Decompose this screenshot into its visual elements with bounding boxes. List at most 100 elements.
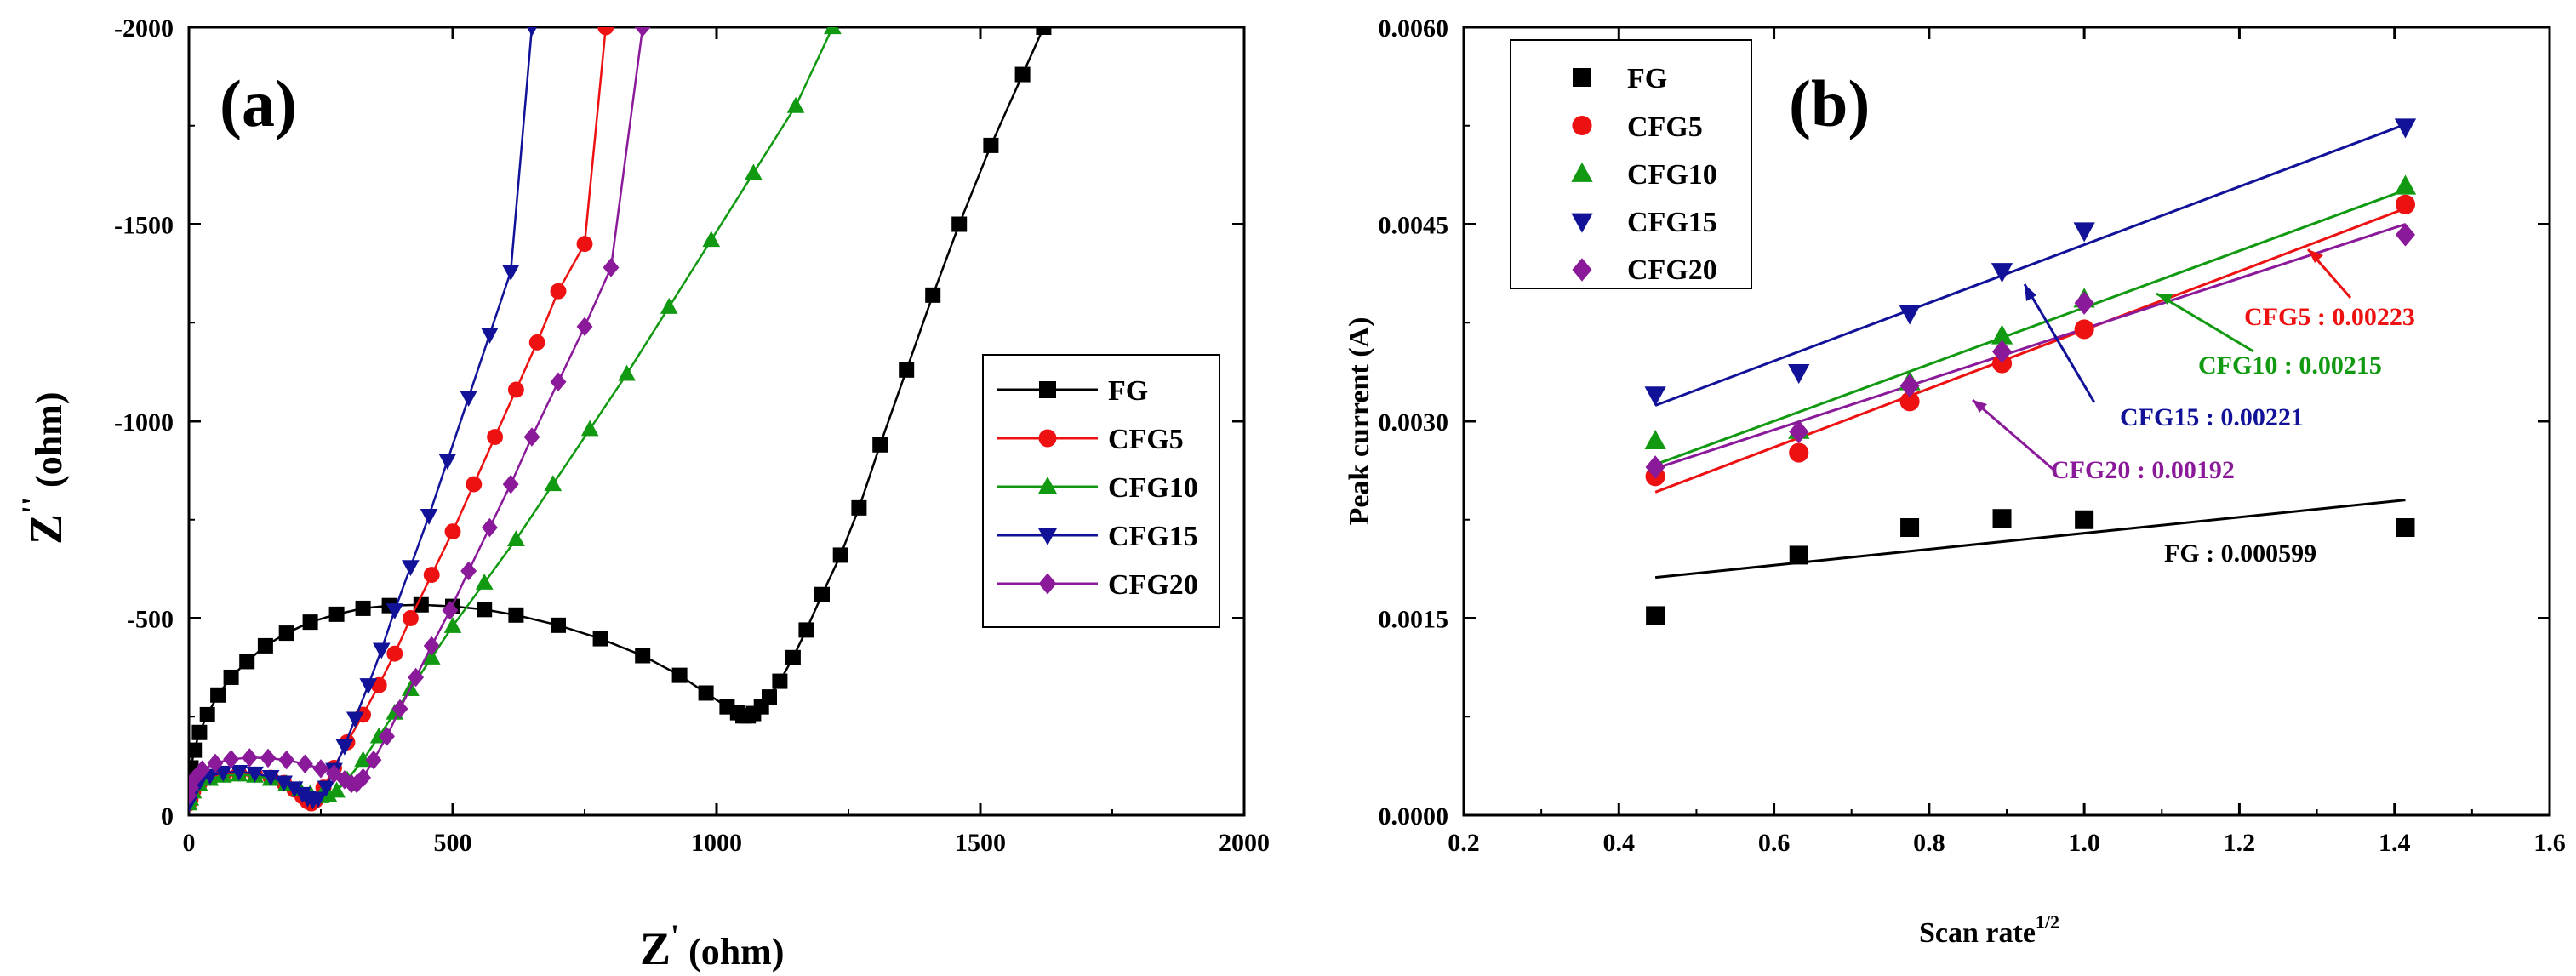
nyquist-point-cfg5 xyxy=(487,429,504,445)
peak-current-legend-marker-cfg15 xyxy=(1571,213,1593,233)
nyquist-point-cfg20 xyxy=(481,517,498,538)
peak-current-point-cfg20 xyxy=(1899,374,1920,398)
peak-current-y-tick-label: 0.0060 xyxy=(1379,14,1449,43)
nyquist-x-tick-label: 1000 xyxy=(691,829,742,857)
peak-current-y-axis-title: Peak current (A) xyxy=(1344,317,1375,526)
peak-current-point-cfg15 xyxy=(1788,363,1810,385)
slope-label-cfg10: CFG10 : 0.00215 xyxy=(2198,351,2382,380)
nyquist-point-fg xyxy=(983,137,999,153)
nyquist-point-cfg10 xyxy=(618,364,636,381)
peak-current-point-cfg10 xyxy=(1644,429,1666,450)
peak-current-x-axis-title: Scan rate1/2 xyxy=(1919,911,2059,949)
peak-current-legend-label-cfg5: CFG5 xyxy=(1627,111,1703,143)
peak-current-point-fg xyxy=(1789,545,1808,565)
nyquist-point-fg xyxy=(925,287,941,303)
nyquist-point-cfg15 xyxy=(309,791,328,808)
nyquist-legend-entries xyxy=(997,381,1098,595)
peak-current-x-tick-label: 0.2 xyxy=(1448,829,1480,857)
nyquist-point-fg xyxy=(328,606,345,622)
nyquist-point-cfg15 xyxy=(335,739,354,756)
nyquist-y-tick-label: -2000 xyxy=(114,14,174,43)
nyquist-y-tick-label: -500 xyxy=(127,606,174,634)
peak-current-point-fg xyxy=(2075,510,2094,529)
nyquist-point-cfg20 xyxy=(223,750,240,769)
peak-current-y-tick-label: 0.0015 xyxy=(1379,606,1449,634)
nyquist-point-cfg15 xyxy=(346,711,364,728)
nyquist-point-cfg10 xyxy=(319,786,338,802)
peak-current-point-cfg20 xyxy=(1789,420,1809,444)
peak-current-legend-entries xyxy=(1571,68,1593,282)
peak-current-point-cfg20 xyxy=(2395,223,2416,247)
nyquist-point-cfg10 xyxy=(443,616,462,633)
peak-current-y-tick-label: 0.0045 xyxy=(1379,212,1449,240)
nyquist-point-cfg5 xyxy=(466,476,483,493)
nyquist-series xyxy=(189,27,1052,813)
peak-current-fit-lines xyxy=(1654,123,2407,579)
nyquist-x-axis-unit: (ohm) xyxy=(679,931,784,973)
slope-arrowhead-cfg20 xyxy=(1973,400,1987,413)
nyquist-panel-label: (a) xyxy=(220,66,297,140)
nyquist-legend-marker-cfg20 xyxy=(1038,573,1057,595)
nyquist-point-fg xyxy=(951,216,968,232)
nyquist-point-cfg15 xyxy=(372,642,391,659)
nyquist-point-cfg20 xyxy=(278,750,295,770)
nyquist-point-cfg20 xyxy=(523,427,540,447)
nyquist-x-tick-label: 0 xyxy=(183,829,196,857)
peak-current-point-fg xyxy=(1900,518,1920,538)
nyquist-legend-label-cfg10: CFG10 xyxy=(1108,472,1198,504)
nyquist-point-cfg15 xyxy=(438,454,457,471)
nyquist-point-fg xyxy=(798,622,814,638)
slope-arrowhead-cfg10 xyxy=(2156,294,2173,305)
peak-current-panel: 0.2 0.4 0.6 0.8 1.0 1.2 1.4 1.6 0.0000 0.0015 0.00… xyxy=(1344,14,2566,949)
nyquist-point-fg xyxy=(1036,27,1052,35)
peak-current-legend-marker-fg xyxy=(1573,68,1591,87)
nyquist-point-cfg15 xyxy=(501,264,520,281)
fit-line-fg xyxy=(1654,499,2406,579)
nyquist-point-cfg15 xyxy=(285,781,304,798)
nyquist-axis-ticks: 0 500 1000 1500 2000 0 -500 -1000 -1500 -2000 xyxy=(114,14,1270,857)
peak-current-point-cfg5 xyxy=(1789,442,1809,463)
slope-arrowhead-cfg5 xyxy=(2308,249,2323,263)
nyquist-plot-panel: 0 500 1000 1500 2000 0 -500 -1000 -1500 -2000 (a)… xyxy=(15,14,1270,974)
nyquist-point-cfg15 xyxy=(481,328,499,344)
nyquist-point-cfg20 xyxy=(207,753,224,773)
slope-arrowhead-cfg15 xyxy=(2025,284,2036,301)
nyquist-point-fg xyxy=(191,724,208,740)
nyquist-point-cfg15 xyxy=(420,509,438,525)
nyquist-point-cfg5 xyxy=(507,381,524,398)
nyquist-y-tick-label: 0 xyxy=(161,802,174,830)
nyquist-point-cfg10 xyxy=(824,27,842,35)
nyquist-point-cfg20 xyxy=(634,27,651,37)
nyquist-point-fg xyxy=(899,362,915,378)
peak-current-x-axis-text: Scan rate xyxy=(1919,917,2036,949)
peak-current-point-fg xyxy=(1992,509,2012,528)
nyquist-point-fg xyxy=(508,607,524,623)
peak-current-y-tick-label: 0.0000 xyxy=(1379,802,1449,830)
nyquist-point-fg xyxy=(785,649,801,665)
peak-current-legend-marker-cfg20 xyxy=(1572,258,1592,282)
nyquist-point-fg xyxy=(239,654,255,670)
peak-current-legend-label-fg: FG xyxy=(1627,63,1667,94)
peak-current-legend-marker-cfg5 xyxy=(1572,115,1592,136)
peak-current-legend-box xyxy=(1510,39,1752,289)
peak-current-point-cfg5 xyxy=(1899,391,1920,412)
fit-line-cfg5 xyxy=(1654,207,2407,494)
nyquist-point-cfg20 xyxy=(423,636,440,656)
nyquist-point-cfg10 xyxy=(745,163,763,180)
nyquist-y-tick-label: -1000 xyxy=(114,408,174,437)
nyquist-x-tick-label: 1500 xyxy=(955,829,1006,857)
nyquist-point-cfg20 xyxy=(460,561,477,581)
nyquist-point-cfg20 xyxy=(241,748,258,768)
nyquist-point-cfg15 xyxy=(214,765,232,782)
nyquist-point-cfg15 xyxy=(317,780,335,797)
nyquist-point-fg xyxy=(551,617,566,633)
nyquist-point-cfg20 xyxy=(312,759,329,779)
nyquist-y-axis-unit: (ohm) xyxy=(28,392,70,497)
nyquist-x-axis-symbol: Z xyxy=(640,923,671,974)
nyquist-point-cfg5 xyxy=(528,334,545,351)
nyquist-point-cfg20 xyxy=(296,754,313,774)
nyquist-x-tick-label: 2000 xyxy=(1219,829,1270,857)
nyquist-point-cfg5 xyxy=(444,523,461,540)
peak-current-x-axis-superscript: 1/2 xyxy=(2036,911,2059,933)
nyquist-legend-box xyxy=(982,354,1220,628)
